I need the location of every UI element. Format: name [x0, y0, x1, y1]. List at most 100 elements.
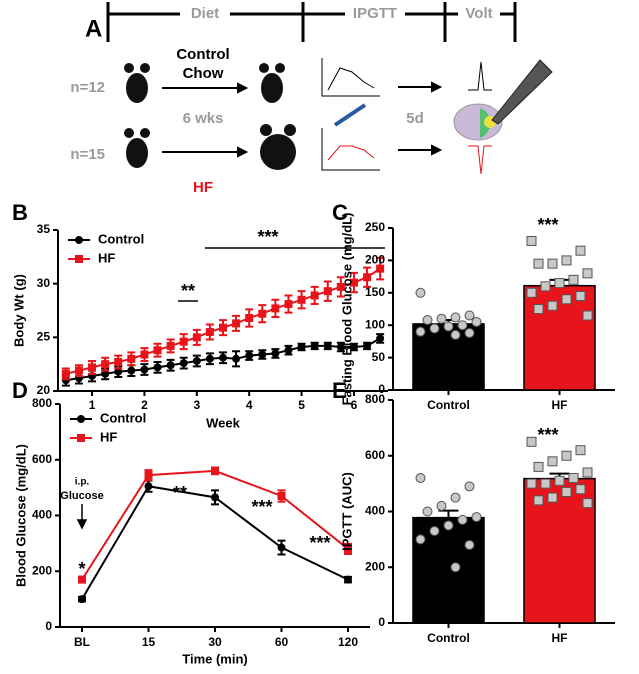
marker: [179, 337, 188, 346]
y-tick-label: 100: [365, 317, 385, 331]
legend-label: Control: [100, 410, 146, 425]
marker: [211, 466, 219, 475]
marker: [258, 350, 267, 359]
data-point: [533, 304, 544, 314]
data-point: [533, 258, 544, 269]
phase: IPGTT: [353, 5, 397, 22]
phase: Volt: [465, 5, 492, 22]
data-point: [547, 258, 558, 269]
data-point: [526, 287, 537, 298]
phase: Diet: [191, 5, 219, 22]
data-point: [582, 498, 593, 509]
marker: [127, 354, 136, 363]
data-point: [561, 255, 572, 266]
x-tick-label: 6: [351, 398, 358, 412]
data-point: [582, 310, 593, 321]
y-tick-label: 200: [365, 253, 385, 267]
data-point: [436, 313, 447, 324]
marker: [323, 341, 332, 350]
data-point: [415, 287, 426, 298]
marker: [258, 309, 267, 318]
legend-label: HF: [100, 429, 117, 444]
marker: [179, 359, 188, 368]
marker: [344, 575, 352, 584]
y-tick-label: 400: [32, 508, 52, 522]
data-point: [443, 321, 454, 332]
marker: [78, 595, 86, 604]
marker: [245, 351, 254, 360]
panel-label: A: [85, 15, 102, 42]
panel-label: B: [12, 200, 28, 225]
marker: [310, 291, 319, 300]
data-point: [450, 562, 461, 573]
marker: [75, 255, 83, 263]
error-bar: [438, 509, 459, 518]
x-tick-label: 5: [298, 398, 305, 412]
data-point: [429, 323, 440, 334]
x-tick-label: HF: [552, 398, 568, 412]
annotation: i.p.: [75, 477, 90, 488]
marker: [297, 342, 306, 351]
marker: [153, 363, 162, 372]
marker: [310, 341, 319, 350]
y-tick-label: 150: [365, 285, 385, 299]
panel-a: A Diet IPGTT Volt n=12 n=15 Control Chow…: [70, 2, 553, 196]
x-axis-label: Time (min): [182, 651, 248, 666]
data-point: [450, 329, 461, 340]
data-point: [464, 310, 475, 321]
y-tick-label: 600: [32, 452, 52, 466]
y-tick-label: 50: [372, 350, 386, 364]
x-tick-label: HF: [552, 631, 568, 645]
data-point: [582, 467, 593, 478]
marker: [232, 354, 241, 363]
marker: [77, 434, 85, 442]
marker: [336, 342, 345, 351]
marker: [323, 287, 332, 296]
marker: [297, 295, 306, 304]
arrows: [162, 81, 443, 158]
label-bg: [180, 5, 230, 23]
marker: [127, 366, 136, 375]
data-point: [561, 486, 572, 497]
x-tick-label: 60: [275, 635, 289, 649]
marker: [114, 358, 123, 367]
bar: [523, 284, 596, 391]
marker: [284, 300, 293, 309]
bar: [412, 516, 485, 624]
data-point: [575, 245, 586, 256]
data-point: [464, 327, 475, 338]
marker: [77, 415, 85, 423]
y-tick-label: 400: [365, 504, 385, 518]
x-tick-label: 3: [193, 398, 200, 412]
marker: [271, 304, 280, 313]
annotation: ***: [309, 533, 330, 553]
diet-label: Control: [176, 46, 229, 63]
diet-label: Chow: [183, 65, 224, 82]
x-tick-label: 30: [208, 635, 222, 649]
duration: 6 wks: [183, 110, 224, 127]
data-point: [422, 315, 433, 326]
marker: [284, 346, 293, 355]
delay: 5d: [406, 110, 424, 127]
data-point: [471, 512, 482, 523]
marker: [336, 282, 345, 291]
group: n=12: [70, 79, 105, 96]
marker: [140, 350, 149, 359]
annotation: *: [78, 559, 85, 579]
annotation: ***: [251, 497, 272, 517]
data-point: [471, 316, 482, 327]
data-point: [575, 484, 586, 495]
data-point: [526, 235, 537, 246]
icons: [321, 58, 553, 175]
marker: [205, 354, 214, 363]
data-point: [554, 278, 565, 289]
annotation-arrow: [76, 504, 88, 530]
data-point: [561, 294, 572, 305]
data-point: [533, 461, 544, 472]
marker: [376, 264, 385, 273]
marker: [153, 346, 162, 355]
series-line: [81, 469, 349, 581]
marker: [277, 543, 286, 552]
marker: [78, 575, 86, 584]
y-tick-label: 800: [365, 392, 385, 406]
